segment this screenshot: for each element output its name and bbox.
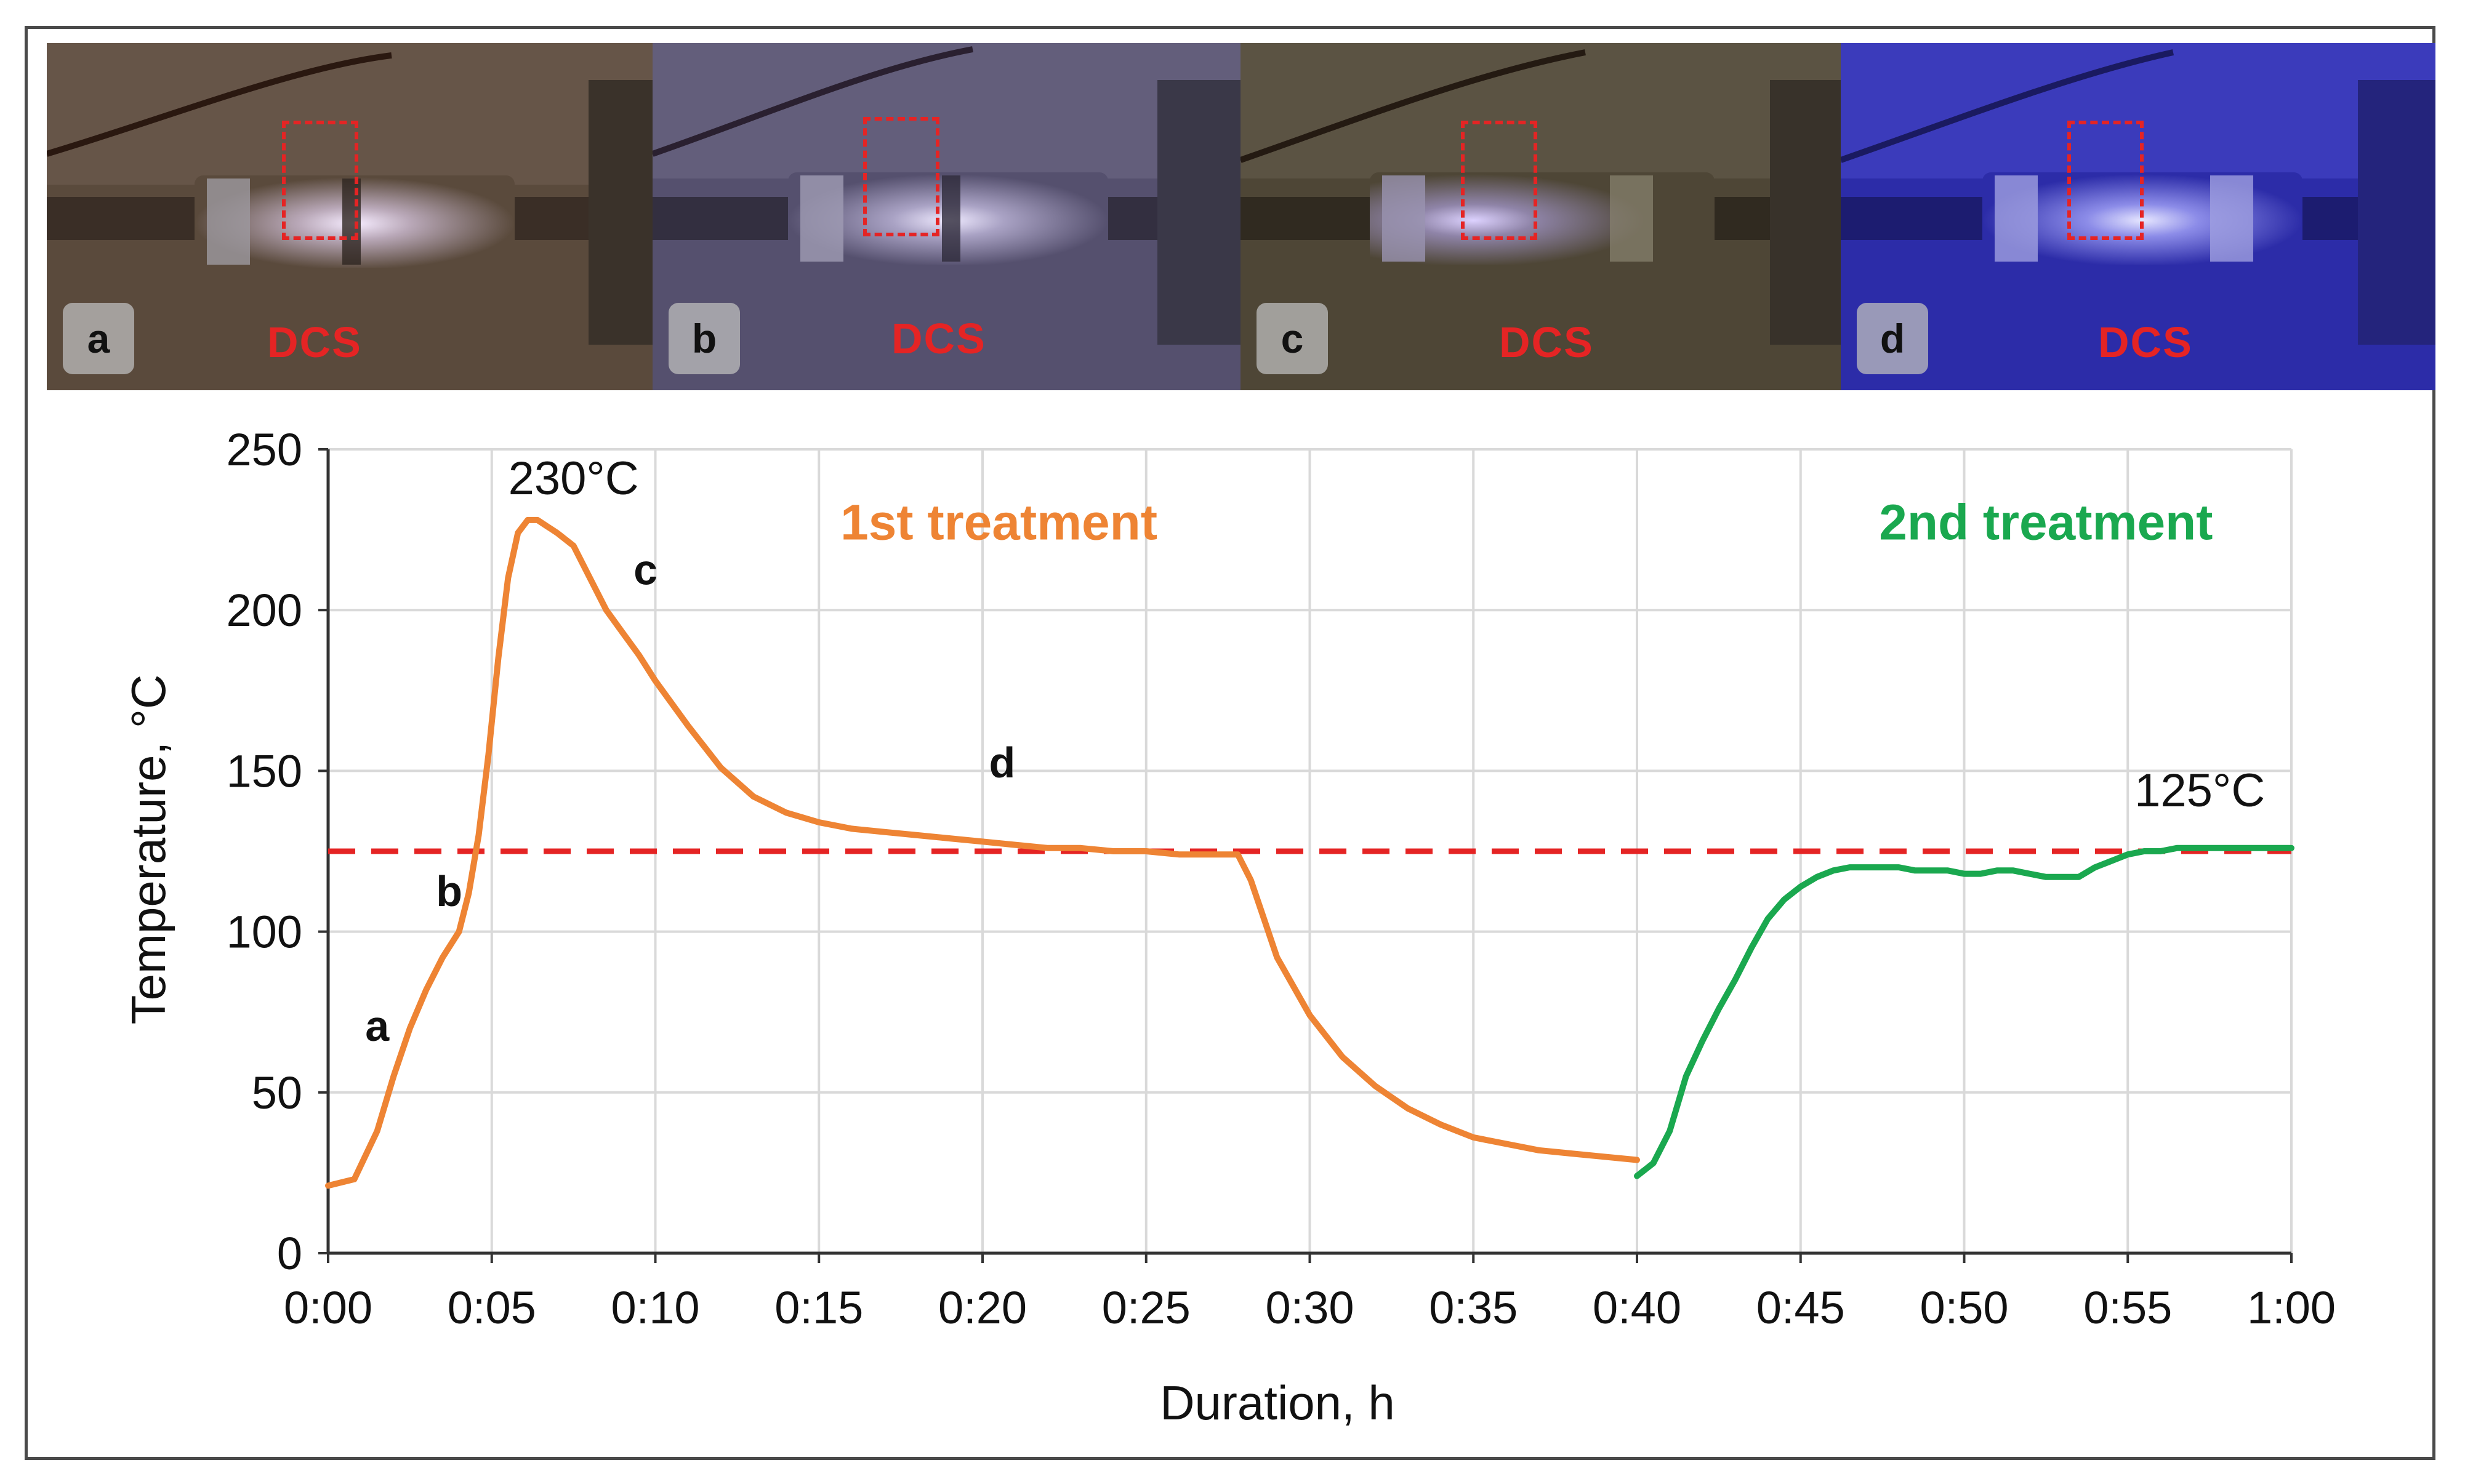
- photo-b-dcs-box: [863, 117, 939, 236]
- photo-a: a DCS: [47, 43, 653, 390]
- y-tick-label: 150: [227, 745, 302, 796]
- photo-d: d DCS: [1841, 43, 2435, 390]
- photo-a-image: [47, 43, 653, 390]
- annotation-7: c: [633, 545, 657, 593]
- x-tick-label: 0:55: [2083, 1282, 2172, 1333]
- y-tick-labels: 0 50 100 150 200 250: [227, 424, 302, 1279]
- photo-b-tag: b: [669, 303, 740, 374]
- annotation-1: 230°C: [509, 452, 639, 505]
- photo-b-image: [653, 43, 1241, 390]
- series-line-1: [325, 516, 1640, 1189]
- photo-c-dcs-label: DCS: [1499, 318, 1594, 366]
- x-tick-label: 0:40: [1593, 1282, 1681, 1333]
- x-tick-label: 0:30: [1265, 1282, 1354, 1333]
- annotation-3: 2nd treatment: [1879, 494, 2213, 550]
- x-axis-label: Duration, h: [1160, 1376, 1395, 1430]
- x-tick-label: 0:50: [1920, 1282, 2008, 1333]
- y-axis-label: Temperature, °C: [121, 675, 175, 1025]
- x-tick-label: 0:00: [284, 1282, 372, 1333]
- x-tick-label: 0:10: [611, 1282, 699, 1333]
- photo-a-dcs-box: [282, 121, 358, 240]
- x-tick-label: 0:45: [1756, 1282, 1845, 1333]
- photo-c-dcs-box: [1461, 121, 1537, 240]
- y-tick-label: 250: [227, 424, 302, 475]
- photo-d-tag: d: [1857, 303, 1928, 374]
- x-tick-label: 0:15: [774, 1282, 863, 1333]
- photo-c-tag: c: [1257, 303, 1328, 374]
- annotation-group: 230°C 1st treatment 2nd treatment 125°C a b c d: [365, 452, 2265, 1050]
- series-line-2: [1634, 844, 2294, 1179]
- photo-d-dcs-label: DCS: [2098, 318, 2193, 366]
- photo-a-dcs-label: DCS: [267, 318, 362, 366]
- y-tick-label: 100: [227, 907, 302, 958]
- x-tick-label: 0:25: [1102, 1282, 1191, 1333]
- x-tick-label: 0:35: [1429, 1282, 1518, 1333]
- photo-d-image: [1841, 43, 2435, 390]
- photo-b-dcs-label: DCS: [891, 315, 986, 363]
- y-tick-label: 200: [227, 585, 302, 636]
- photo-c-image: [1241, 43, 1841, 390]
- annotation-6: b: [436, 867, 462, 915]
- annotation-8: d: [989, 739, 1016, 787]
- chart-axes: [318, 448, 2293, 1263]
- y-tick-label: 50: [252, 1067, 302, 1118]
- photo-c: c DCS: [1241, 43, 1841, 390]
- annotation-4: 125°C: [2134, 764, 2265, 817]
- photo-d-dcs-box: [2067, 121, 2144, 240]
- annotation-5: a: [365, 1002, 390, 1050]
- x-tick-labels: 0:00 0:05 0:10 0:15 0:20 0:25 0:30 0:35 0:40 0:45…: [284, 1282, 2336, 1333]
- x-tick-label: 0:20: [938, 1282, 1027, 1333]
- photo-b: b DCS: [653, 43, 1241, 390]
- photo-a-tag: a: [63, 303, 134, 374]
- annotation-2: 1st treatment: [840, 494, 1157, 550]
- series-group: [325, 516, 2294, 1189]
- photo-strip: a DCS b DCS: [47, 43, 2435, 390]
- x-tick-label: 1:00: [2247, 1282, 2336, 1333]
- chart-grid: [328, 448, 2293, 1253]
- y-tick-label: 0: [277, 1228, 302, 1279]
- x-tick-label: 0:05: [448, 1282, 536, 1333]
